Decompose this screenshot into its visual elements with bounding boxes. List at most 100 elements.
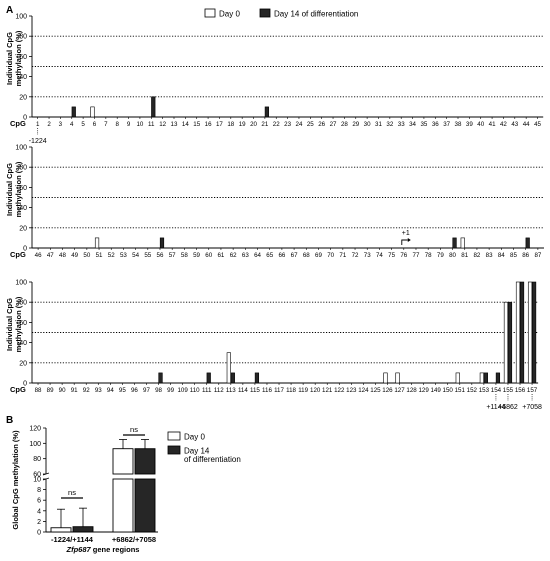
x-tick-label: 61 — [217, 252, 224, 259]
x-axis-label: CpG — [10, 250, 26, 259]
legend-open-swatch — [204, 8, 216, 18]
x-tick-label: 59 — [193, 252, 200, 259]
x-tick-label: 127 — [394, 387, 405, 394]
x-tick-label: 23 — [284, 121, 291, 128]
annotation-label: +1144 — [486, 404, 505, 411]
x-tick-label: 99 — [167, 387, 174, 394]
x-tick-label: 95 — [119, 387, 126, 394]
bar-day14 — [495, 372, 501, 384]
x-tick-label: 19 — [239, 121, 246, 128]
x-tick-label: 6 — [93, 121, 97, 128]
x-tick-label: 40 — [477, 121, 484, 128]
x-tick-label: 118 — [286, 387, 296, 394]
x-tick-label: 26 — [318, 121, 325, 128]
annotation-label: +7058 — [522, 404, 542, 411]
x-tick-label: 74 — [376, 252, 383, 259]
x-tick-label: 36 — [432, 121, 439, 128]
x-tick-label: 83 — [486, 252, 493, 259]
x-tick-label: 76 — [400, 252, 407, 259]
x-tick-label: 8 — [115, 121, 119, 128]
bar-day0 — [527, 281, 533, 384]
x-tick-label: 44 — [523, 121, 530, 128]
x-tick-label: 70 — [327, 252, 334, 259]
y-tick-label: 80 — [33, 456, 41, 463]
legend-filled-swatch — [259, 8, 271, 18]
y-tick-label: 6 — [37, 498, 41, 505]
bar-day0 — [515, 281, 521, 384]
x-tick-label: 35 — [420, 121, 427, 128]
bar-day14 — [72, 526, 94, 533]
x-tick-label: 55 — [144, 252, 151, 259]
x-tick-label: 31 — [375, 121, 382, 128]
x-tick-label: 18 — [227, 121, 234, 128]
x-tick-label: 78 — [425, 252, 432, 259]
x-tick-label: 51 — [96, 252, 103, 259]
x-tick-label: 28 — [341, 121, 348, 128]
x-tick-label: 93 — [95, 387, 102, 394]
x-tick-label: 54 — [132, 252, 139, 259]
y-tick-label: 20 — [19, 225, 27, 232]
x-tick-label: 155 — [503, 387, 514, 394]
x-tick-label: 50 — [83, 252, 90, 259]
x-tick-label: 41 — [489, 121, 496, 128]
y-tick-label: 60 — [19, 185, 27, 192]
y-tick-label: 40 — [19, 74, 27, 81]
x-tick-label: 5 — [81, 121, 85, 128]
x-tick-label: 57 — [169, 252, 176, 259]
x-tick-label: 17 — [216, 121, 223, 128]
legend-b-open-label: Day 0 — [184, 433, 205, 442]
x-tick-label: 86 — [522, 252, 529, 259]
x-tick-label: 120 — [310, 387, 321, 394]
x-tick-label: 157 — [527, 387, 538, 394]
x-tick-label: 112 — [214, 387, 224, 394]
chart-panel-a2: Individual CpG methylation (%) 0 20 40 60 80 10… — [5, 145, 544, 259]
y-tick-label: 60 — [19, 320, 27, 327]
bar-day14 — [206, 372, 211, 384]
x-tick-label: 128 — [406, 387, 417, 394]
x-tick-label: 119 — [298, 387, 308, 394]
significance-label: ns — [68, 488, 76, 497]
x-tick-label: 94 — [107, 387, 114, 394]
x-tick-label: 75 — [388, 252, 395, 259]
legend-panel-a: Day 0 Day 14 of differentiation — [204, 8, 358, 19]
y-tick-label: 20 — [19, 94, 27, 101]
x-tick-label: 16 — [205, 121, 212, 128]
y-axis-label: methylation (%) — [14, 296, 23, 352]
bar-day14 — [151, 96, 156, 118]
tss-arrow — [401, 239, 408, 245]
x-tick-label: 1 — [36, 121, 40, 128]
bar-day14 — [452, 237, 457, 249]
x-tick-label: 124 — [358, 387, 369, 394]
bar-day0 — [395, 372, 400, 384]
bar-day14 — [134, 448, 156, 475]
bar-day0 — [503, 301, 509, 384]
x-axis-label: CpG — [10, 385, 26, 394]
x-tick-label: 7 — [104, 121, 108, 128]
x-tick-label: 34 — [409, 121, 416, 128]
y-axis-label: Individual CpG — [5, 32, 14, 85]
y-axis-label: methylation (%) — [14, 30, 23, 86]
x-tick-label: 48 — [59, 252, 66, 259]
tss-arrow-head — [407, 238, 411, 242]
y-axis-label: Individual CpG — [5, 163, 14, 216]
legend-filled-label: Day 14 of differentiation — [274, 10, 358, 19]
bar-day0 — [479, 372, 484, 384]
x-tick-label: 85 — [510, 252, 517, 259]
bar-day14 — [230, 372, 235, 384]
x-tick-label: 79 — [437, 252, 444, 259]
x-tick-label: 154 — [491, 387, 502, 394]
legend-panel-b: Day 0 Day 14 of differentiation — [167, 431, 241, 464]
y-tick-label: 100 — [15, 14, 27, 21]
x-tick-label: 115 — [250, 387, 260, 394]
x-tick-label: 72 — [352, 252, 359, 259]
bar-day0 — [460, 237, 465, 249]
bar-day14 — [519, 281, 525, 384]
x-tick-label: -1224/+1144 — [51, 535, 94, 544]
bar-day14 — [507, 301, 513, 384]
x-tick-label: 69 — [315, 252, 322, 259]
x-tick-label: 149 — [431, 387, 442, 394]
bar-day0 — [226, 352, 231, 384]
y-tick-label: 40 — [19, 340, 27, 347]
